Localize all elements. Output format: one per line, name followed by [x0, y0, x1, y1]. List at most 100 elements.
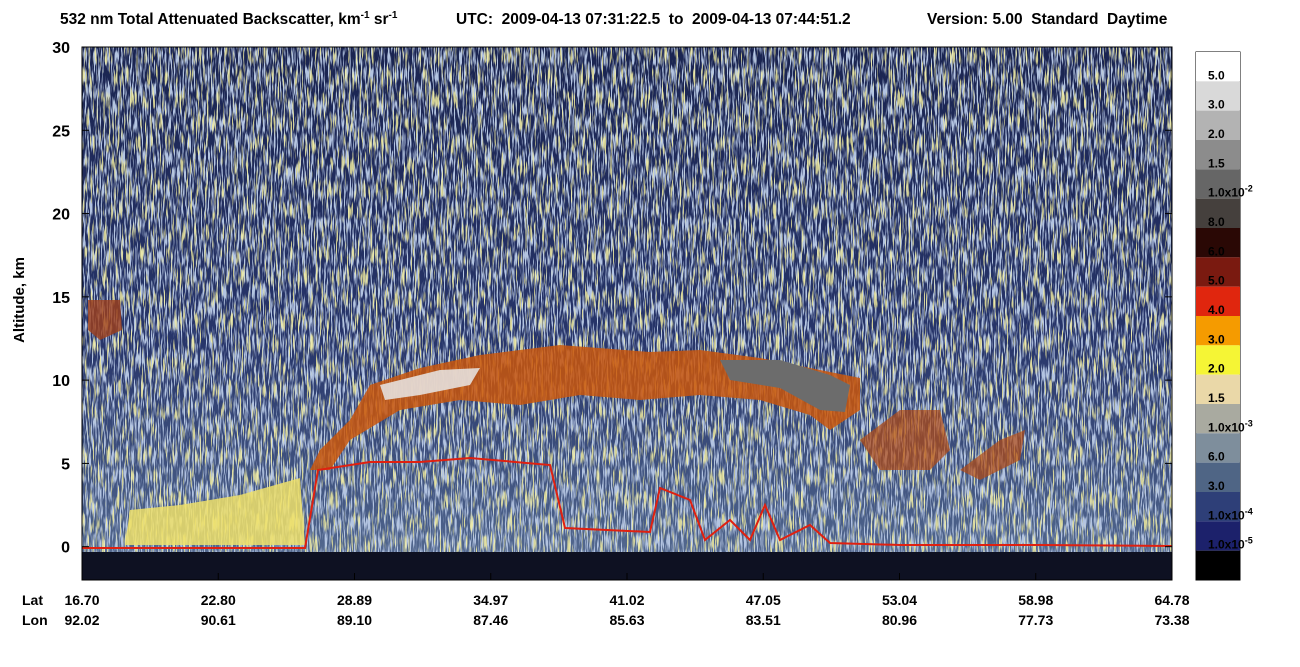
colorbar-swatch: [1196, 140, 1240, 170]
colorbar-swatch: [1196, 345, 1240, 375]
colorbar-label: 2.0: [1208, 127, 1225, 141]
colorbar-label: 5.0: [1208, 274, 1225, 288]
cloud: [960, 430, 1025, 480]
colorbar-label: 2.0: [1208, 362, 1225, 376]
aerosol-layer: [125, 478, 305, 545]
surface-line: [82, 456, 1172, 549]
lat-label: 53.04: [882, 592, 917, 608]
colorbar-swatch: [1196, 374, 1240, 404]
colorbar-label-text: 2.0: [1208, 362, 1225, 376]
lat-label: 64.78: [1154, 592, 1189, 608]
y-tick-label: 20: [52, 207, 70, 224]
colorbar-label: 3.0: [1208, 98, 1225, 112]
colorbar-label-text: 1.0x10: [1208, 508, 1245, 522]
colorbar-swatch: [1196, 228, 1240, 258]
lon-label: 92.02: [64, 612, 99, 628]
cloud: [860, 410, 950, 470]
colorbar-label-text: 2.0: [1208, 127, 1225, 141]
colorbar-swatch: [1196, 404, 1240, 434]
colorbar-label: 5.0: [1208, 68, 1225, 82]
colorbar-label-text: 6.0: [1208, 450, 1225, 464]
colorbar-label-text: 6.0: [1208, 244, 1225, 258]
lon-label: 73.38: [1154, 612, 1189, 628]
colorbar-swatch: [1196, 462, 1240, 492]
colorbar-label-text: 4.0: [1208, 303, 1225, 317]
colorbar-label: 1.0x10-3: [1208, 418, 1253, 434]
colorbar-swatch: [1196, 316, 1240, 346]
colorbar-label-sup: -5: [1245, 536, 1253, 546]
chart-title: 532 nm Total Attenuated Backscatter, km-…: [60, 10, 398, 28]
colorbar-label: 1.5: [1208, 391, 1225, 405]
colorbar-label-text: 3.0: [1208, 332, 1225, 346]
lon-label: 90.61: [201, 612, 236, 628]
colorbar-label: 1.0x10-4: [1208, 506, 1253, 522]
lon-label: 85.63: [609, 612, 644, 628]
lat-label: 47.05: [746, 592, 781, 608]
lon-label: 89.10: [337, 612, 372, 628]
lon-label: 87.46: [473, 612, 508, 628]
y-axis-label: Altitude, km: [11, 257, 28, 343]
x-row-label: Lon: [22, 612, 48, 628]
colorbar-label: 3.0: [1208, 332, 1225, 346]
colorbar-label: 1.0x10-5: [1208, 536, 1253, 552]
colorbar-label: 3.0: [1208, 479, 1225, 493]
colorbar-label: 4.0: [1208, 303, 1225, 317]
colorbar-label-sup: -4: [1245, 506, 1253, 516]
x-row-label: Lat: [22, 592, 43, 608]
colorbar-swatch: [1196, 492, 1240, 522]
curtain-image: [82, 47, 1172, 580]
lon-label: 83.51: [746, 612, 781, 628]
colorbar-swatch: [1196, 521, 1240, 551]
cirrus-core: [380, 368, 480, 400]
y-tick-label: 5: [61, 456, 70, 473]
colorbar-swatch: [1196, 110, 1240, 140]
cloud: [88, 300, 122, 340]
colorbar-label: 6.0: [1208, 450, 1225, 464]
colorbar-label-text: 3.0: [1208, 479, 1225, 493]
title-part: sr: [370, 11, 389, 28]
colorbar-swatch: [1196, 52, 1240, 82]
title-part: 532 nm Total Attenuated Backscatter, km: [60, 11, 361, 28]
colorbar-label-text: 3.0: [1208, 98, 1225, 112]
colorbar-swatch: [1196, 257, 1240, 287]
colorbar-label-sup: -3: [1245, 418, 1253, 428]
lat-label: 34.97: [473, 592, 508, 608]
y-tick-label: 25: [52, 123, 70, 140]
y-tick-label: 0: [61, 540, 70, 557]
colorbar-swatch: [1196, 286, 1240, 316]
y-tick-label: 10: [52, 373, 70, 390]
lat-label: 58.98: [1018, 592, 1053, 608]
y-tick-label: 15: [52, 290, 70, 307]
colorbar-label: 8.0: [1208, 215, 1225, 229]
colorbar-swatch: [1196, 198, 1240, 228]
lat-label: 41.02: [609, 592, 644, 608]
colorbar-label-text: 1.0x10: [1208, 538, 1245, 552]
title-sup: -1: [389, 10, 398, 21]
colorbar-label-text: 1.0x10: [1208, 186, 1245, 200]
lon-label: 77.73: [1018, 612, 1053, 628]
colorbar-label-text: 1.5: [1208, 156, 1225, 170]
colorbar-swatch: [1196, 433, 1240, 463]
cirrus-core: [720, 360, 850, 412]
y-tick-label: 30: [52, 40, 70, 57]
colorbar-label-sup: -2: [1245, 184, 1253, 194]
colorbar-label-text: 5.0: [1208, 68, 1225, 82]
colorbar-label: 1.0x10-2: [1208, 184, 1253, 200]
title-sup: -1: [361, 10, 370, 21]
lon-label: 80.96: [882, 612, 917, 628]
colorbar-label-text: 1.5: [1208, 391, 1225, 405]
colorbar-label: 1.5: [1208, 156, 1225, 170]
lat-label: 16.70: [64, 592, 99, 608]
colorbar-label-text: 1.0x10: [1208, 420, 1245, 434]
version: Version: 5.00 Standard Daytime: [927, 11, 1168, 28]
colorbar-swatch: [1196, 550, 1240, 580]
colorbar-label-text: 5.0: [1208, 274, 1225, 288]
colorbar-swatch: [1196, 81, 1240, 111]
colorbar-swatch: [1196, 169, 1240, 199]
colorbar-label-text: 8.0: [1208, 215, 1225, 229]
colorbar-label: 6.0: [1208, 244, 1225, 258]
lat-label: 22.80: [201, 592, 236, 608]
lat-label: 28.89: [337, 592, 372, 608]
